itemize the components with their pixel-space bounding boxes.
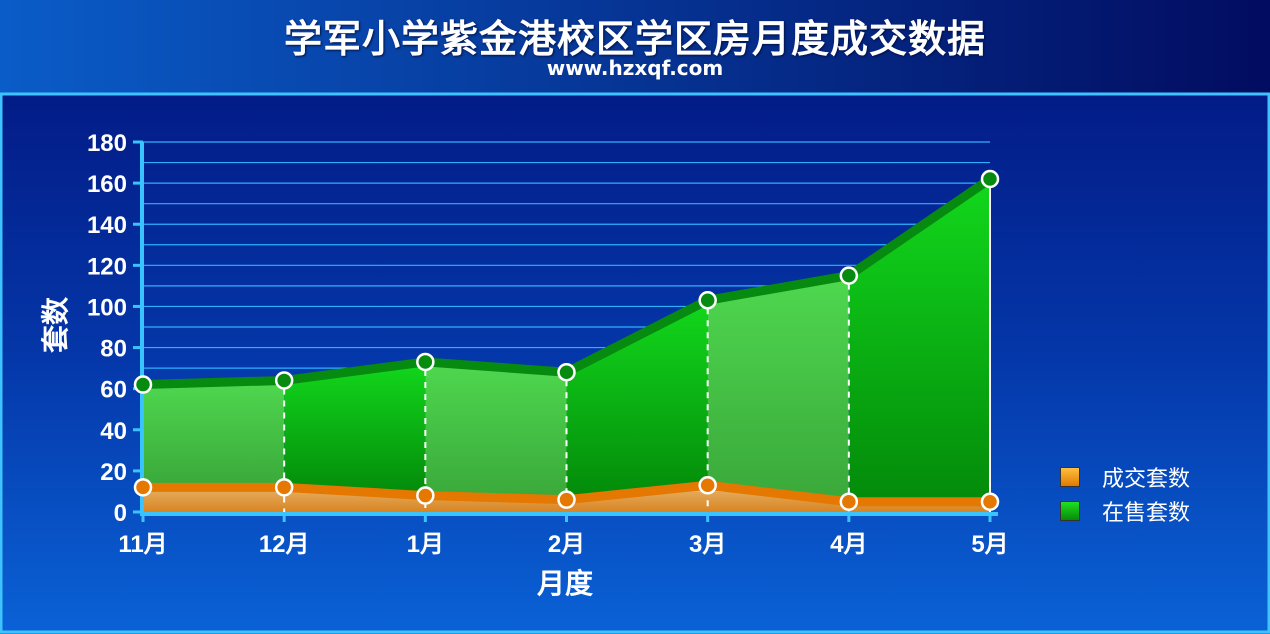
y-tick-label: 80 xyxy=(100,336,127,363)
y-tick-label: 0 xyxy=(114,500,127,527)
area-band-on-sale xyxy=(566,300,708,500)
y-tick-label: 140 xyxy=(87,212,127,239)
x-axis-label: 月度 xyxy=(536,567,593,600)
point-sold xyxy=(980,492,1000,511)
series-points xyxy=(133,169,1000,511)
legend-swatch-on-sale xyxy=(1060,501,1080,521)
legend-label-sold: 成交套数 xyxy=(1102,467,1191,492)
point-on-sale xyxy=(839,266,859,285)
series-areas xyxy=(142,175,993,512)
x-tick-label: 2月 xyxy=(548,531,585,558)
y-axis-label: 套数 xyxy=(39,297,72,354)
point-on-sale xyxy=(133,375,153,394)
y-tick-label: 120 xyxy=(87,253,127,280)
point-on-sale xyxy=(416,352,435,372)
tick-labels: 0 20 40 60 80 100 120 140 160 180 11月 12月 1月 2月 3月 4月 5月 xyxy=(87,130,1009,558)
point-sold xyxy=(698,476,717,495)
area-band-on-sale xyxy=(707,275,849,502)
point-sold xyxy=(839,492,859,511)
legend-label-on-sale: 在售套数 xyxy=(1102,501,1191,526)
y-tick-label: 100 xyxy=(87,294,127,321)
x-tick-label: 11月 xyxy=(118,531,167,558)
chart-title: 学军小学紫金港校区学区房月度成交数据 xyxy=(283,16,986,61)
area-band-on-sale xyxy=(848,179,990,502)
legend: 成交套数 在售套数 xyxy=(1060,460,1190,528)
y-tick-label: 180 xyxy=(87,130,127,157)
point-on-sale xyxy=(698,291,717,310)
area-band-on-sale xyxy=(284,361,426,496)
y-tick-label: 60 xyxy=(100,377,127,404)
legend-item-on-sale: 在售套数 xyxy=(1060,494,1190,528)
x-tick-label: 3月 xyxy=(689,531,726,558)
point-on-sale xyxy=(980,169,1000,189)
x-tick-label: 4月 xyxy=(830,531,867,558)
point-sold xyxy=(133,478,153,497)
y-tick-label: 40 xyxy=(100,418,127,445)
point-on-sale xyxy=(274,371,294,390)
area-band-on-sale xyxy=(143,380,285,488)
y-tick-label: 20 xyxy=(100,459,127,486)
point-sold xyxy=(557,490,576,509)
x-tick-label: 12月 xyxy=(259,531,310,558)
legend-swatch-sold xyxy=(1060,467,1080,487)
axes xyxy=(133,140,998,522)
legend-item-sold: 成交套数 xyxy=(1060,460,1190,494)
chart-subtitle: www.hzxqf.com xyxy=(546,56,724,80)
point-on-sale xyxy=(557,362,576,382)
y-tick-label: 160 xyxy=(87,171,127,198)
plot-frame xyxy=(0,92,1270,634)
area-band-on-sale xyxy=(425,361,567,500)
point-sold xyxy=(416,486,435,505)
x-tick-label: 5月 xyxy=(971,531,1008,558)
x-tick-label: 1月 xyxy=(407,531,444,558)
point-sold xyxy=(274,478,294,497)
